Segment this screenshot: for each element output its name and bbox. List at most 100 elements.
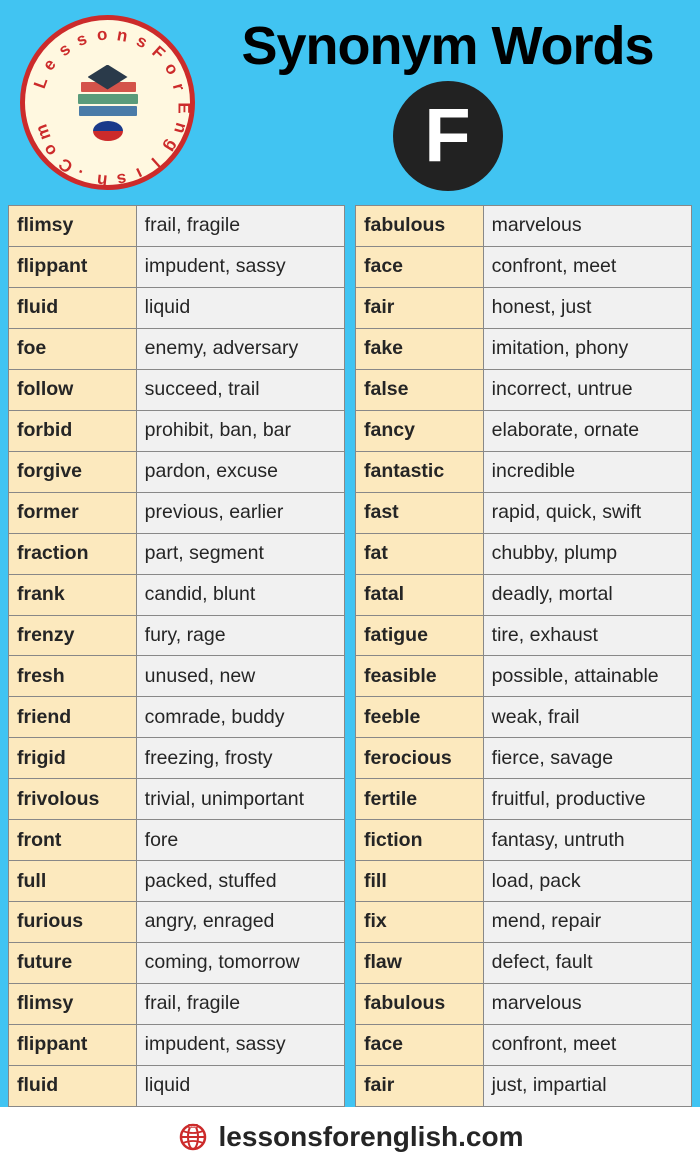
word-cell: frenzy bbox=[9, 615, 137, 656]
synonym-cell: weak, frail bbox=[483, 697, 691, 738]
synonym-cell: packed, stuffed bbox=[136, 861, 344, 902]
logo-ring-text: LessonsForEnglish.Com bbox=[25, 20, 190, 185]
synonym-cell: fierce, savage bbox=[483, 738, 691, 779]
table-row: futurecoming, tomorrow bbox=[9, 943, 345, 984]
table-row: fluidliquid bbox=[9, 287, 345, 328]
word-cell: ferocious bbox=[356, 738, 484, 779]
footer-url: lessonsforenglish.com bbox=[219, 1121, 524, 1153]
word-cell: follow bbox=[9, 369, 137, 410]
page-title: Synonym Words bbox=[241, 15, 653, 77]
word-cell: false bbox=[356, 369, 484, 410]
synonym-cell: enemy, adversary bbox=[136, 328, 344, 369]
title-block: Synonym Words F bbox=[215, 15, 680, 191]
table-row: forbidprohibit, ban, bar bbox=[9, 410, 345, 451]
tables-container: flimsyfrail, fragileflippantimpudent, sa… bbox=[0, 205, 700, 1107]
synonym-cell: frail, fragile bbox=[136, 984, 344, 1025]
svg-text:www: www bbox=[188, 1125, 197, 1129]
word-cell: frigid bbox=[9, 738, 137, 779]
word-cell: former bbox=[9, 492, 137, 533]
synonym-cell: fruitful, productive bbox=[483, 779, 691, 820]
word-cell: flimsy bbox=[9, 984, 137, 1025]
word-cell: fiction bbox=[356, 820, 484, 861]
table-row: fatiguetire, exhaust bbox=[356, 615, 692, 656]
table-row: foeenemy, adversary bbox=[9, 328, 345, 369]
synonym-cell: pardon, excuse bbox=[136, 451, 344, 492]
word-cell: foe bbox=[9, 328, 137, 369]
table-row: followsucceed, trail bbox=[9, 369, 345, 410]
word-cell: fantastic bbox=[356, 451, 484, 492]
table-row: feebleweak, frail bbox=[356, 697, 692, 738]
table-row: flawdefect, fault bbox=[356, 943, 692, 984]
table-row: fataldeadly, mortal bbox=[356, 574, 692, 615]
table-row: formerprevious, earlier bbox=[9, 492, 345, 533]
table-row: ferociousfierce, savage bbox=[356, 738, 692, 779]
table-row: faceconfront, meet bbox=[356, 1025, 692, 1066]
synonym-cell: liquid bbox=[136, 287, 344, 328]
synonym-cell: previous, earlier bbox=[136, 492, 344, 533]
synonym-cell: confront, meet bbox=[483, 1025, 691, 1066]
table-row: fabulousmarvelous bbox=[356, 984, 692, 1025]
synonym-cell: fantasy, untruth bbox=[483, 820, 691, 861]
word-cell: fair bbox=[356, 1066, 484, 1107]
synonym-table-right: fabulousmarvelousfaceconfront, meetfairh… bbox=[355, 205, 692, 1107]
synonym-cell: frail, fragile bbox=[136, 206, 344, 247]
footer: www lessonsforenglish.com bbox=[0, 1107, 700, 1167]
synonym-cell: chubby, plump bbox=[483, 533, 691, 574]
table-row: fantasticincredible bbox=[356, 451, 692, 492]
synonym-cell: coming, tomorrow bbox=[136, 943, 344, 984]
synonym-cell: possible, attainable bbox=[483, 656, 691, 697]
word-cell: fraction bbox=[9, 533, 137, 574]
header: LessonsForEnglish.Com Synonym Words F bbox=[0, 0, 700, 205]
synonym-cell: candid, blunt bbox=[136, 574, 344, 615]
word-cell: frivolous bbox=[9, 779, 137, 820]
synonym-cell: prohibit, ban, bar bbox=[136, 410, 344, 451]
word-cell: fair bbox=[356, 287, 484, 328]
table-row: fastrapid, quick, swift bbox=[356, 492, 692, 533]
word-cell: feeble bbox=[356, 697, 484, 738]
synonym-cell: load, pack bbox=[483, 861, 691, 902]
synonym-cell: incredible bbox=[483, 451, 691, 492]
word-cell: flippant bbox=[9, 1025, 137, 1066]
table-row: fullpacked, stuffed bbox=[9, 861, 345, 902]
table-row: fabulousmarvelous bbox=[356, 206, 692, 247]
word-cell: full bbox=[9, 861, 137, 902]
table-row: furiousangry, enraged bbox=[9, 902, 345, 943]
table-row: fakeimitation, phony bbox=[356, 328, 692, 369]
letter-badge: F bbox=[393, 81, 503, 191]
table-row: friendcomrade, buddy bbox=[9, 697, 345, 738]
table-row: frontfore bbox=[9, 820, 345, 861]
word-cell: fabulous bbox=[356, 206, 484, 247]
synonym-cell: part, segment bbox=[136, 533, 344, 574]
synonym-cell: impudent, sassy bbox=[136, 246, 344, 287]
word-cell: fabulous bbox=[356, 984, 484, 1025]
table-row: fillload, pack bbox=[356, 861, 692, 902]
word-cell: friend bbox=[9, 697, 137, 738]
synonym-cell: succeed, trail bbox=[136, 369, 344, 410]
synonym-cell: imitation, phony bbox=[483, 328, 691, 369]
site-logo: LessonsForEnglish.Com bbox=[20, 15, 195, 190]
table-row: fixmend, repair bbox=[356, 902, 692, 943]
synonym-cell: incorrect, untrue bbox=[483, 369, 691, 410]
synonym-cell: tire, exhaust bbox=[483, 615, 691, 656]
table-row: falseincorrect, untrue bbox=[356, 369, 692, 410]
table-row: frivoloustrivial, unimportant bbox=[9, 779, 345, 820]
word-cell: flippant bbox=[9, 246, 137, 287]
synonym-cell: marvelous bbox=[483, 206, 691, 247]
table-row: flimsyfrail, fragile bbox=[9, 984, 345, 1025]
table-row: flippantimpudent, sassy bbox=[9, 246, 345, 287]
table-row: fancyelaborate, ornate bbox=[356, 410, 692, 451]
synonym-cell: honest, just bbox=[483, 287, 691, 328]
table-row: forgivepardon, excuse bbox=[9, 451, 345, 492]
word-cell: face bbox=[356, 1025, 484, 1066]
table-row: frigidfreezing, frosty bbox=[9, 738, 345, 779]
synonym-cell: comrade, buddy bbox=[136, 697, 344, 738]
table-row: faceconfront, meet bbox=[356, 246, 692, 287]
synonym-cell: mend, repair bbox=[483, 902, 691, 943]
synonym-cell: confront, meet bbox=[483, 246, 691, 287]
synonym-cell: trivial, unimportant bbox=[136, 779, 344, 820]
word-cell: fertile bbox=[356, 779, 484, 820]
table-row: fatchubby, plump bbox=[356, 533, 692, 574]
synonym-cell: fury, rage bbox=[136, 615, 344, 656]
table-row: fairjust, impartial bbox=[356, 1066, 692, 1107]
table-row: fluidliquid bbox=[9, 1066, 345, 1107]
